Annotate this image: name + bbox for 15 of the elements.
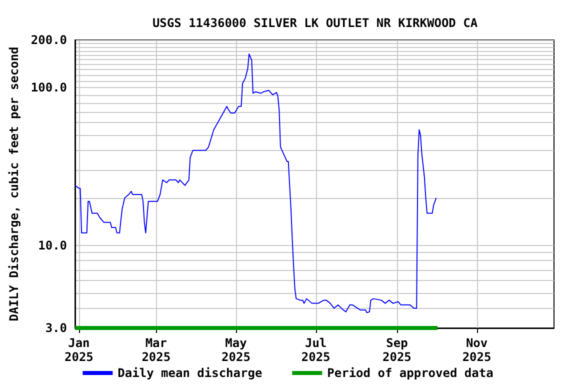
x-tick-label: Sep 2025 [382, 336, 412, 364]
legend-label: Daily mean discharge [118, 366, 262, 380]
y-axis-title: DAILY Discharge, cubic feet per second [7, 46, 21, 322]
x-tick-label: Jan 2025 [64, 336, 94, 364]
legend-label: Period of approved data [327, 366, 494, 380]
chart-title: USGS 11436000 SILVER LK OUTLET NR KIRKWOOD CA [152, 16, 478, 30]
x-tick-label: Mar 2025 [142, 336, 171, 364]
y-tick-label: 100.0 [30, 80, 68, 95]
line-series [74, 54, 437, 314]
x-tick-label: Nov 2025 [462, 336, 492, 364]
x-tick-label: May 2025 [222, 336, 250, 364]
y-tick-label: 3.0 [45, 321, 68, 335]
x-tick-label: Jul 2025 [301, 336, 330, 364]
y-tick-label: 10.0 [38, 238, 68, 252]
y-tick-label: 200.0 [30, 33, 68, 47]
